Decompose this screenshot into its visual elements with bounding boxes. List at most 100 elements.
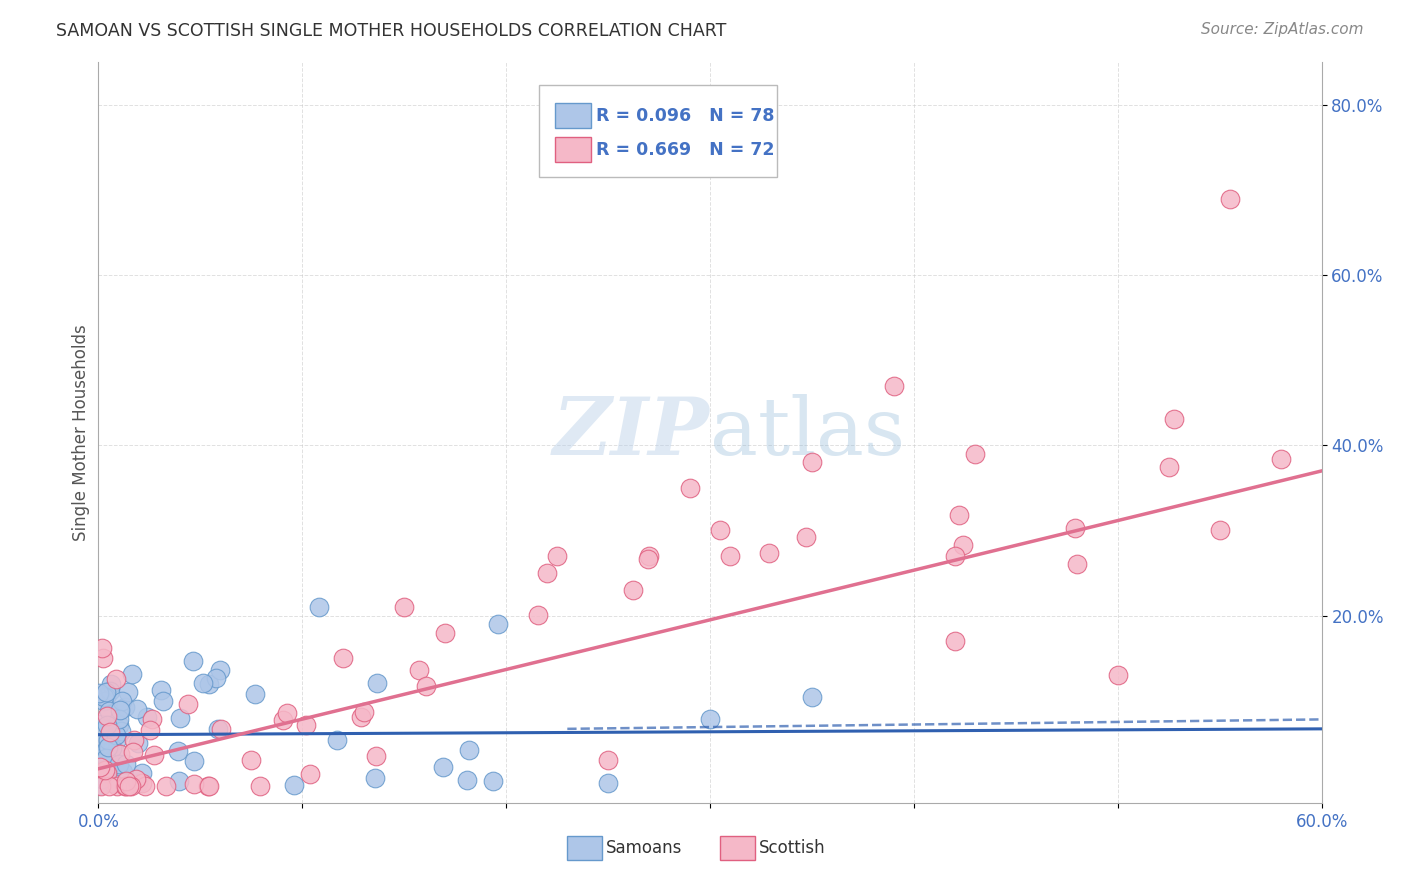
Point [364,749,387,764]
Point [198,779,221,793]
Point [114,700,136,714]
Point [98,740,121,755]
Point [143,747,166,762]
Point [308,600,330,615]
Point [177,698,200,712]
Point [105,747,128,761]
Point [94,684,117,698]
Point [91,751,114,765]
Point [98,759,121,773]
Point [96,709,118,723]
Point [90,779,112,793]
Point [965,447,987,461]
Point [96,718,118,732]
Point [125,702,148,716]
Point [100,725,122,739]
Point [598,776,620,790]
Point [115,773,138,788]
Point [127,776,149,790]
Point [349,709,371,723]
Point [115,757,138,772]
Point [97,739,120,754]
Point [353,705,375,719]
Point [546,549,568,563]
Text: R = 0.669   N = 72: R = 0.669 N = 72 [596,141,775,159]
Point [794,530,817,544]
Point [198,677,221,691]
Point [1219,192,1241,206]
Point [97,779,120,793]
Point [90,760,112,774]
Point [93,694,115,708]
Point [718,549,742,563]
Point [699,712,721,726]
Point [125,772,148,786]
Point [136,710,159,724]
FancyBboxPatch shape [538,85,778,178]
Point [105,779,128,793]
Text: atlas: atlas [710,393,905,472]
Point [117,685,139,699]
Point [111,694,134,708]
Point [96,690,118,705]
Point [93,755,115,769]
Point [883,379,905,393]
Point [105,731,128,746]
Point [89,778,111,792]
FancyBboxPatch shape [720,836,755,860]
Text: R = 0.096   N = 78: R = 0.096 N = 78 [596,107,775,125]
Point [108,712,131,726]
Text: Scottish: Scottish [759,839,825,857]
Point [169,711,191,725]
Point [183,654,205,668]
Point [271,714,294,728]
Point [115,779,138,793]
Point [91,651,114,665]
Point [121,666,143,681]
Point [432,760,454,774]
Text: Source: ZipAtlas.com: Source: ZipAtlas.com [1201,22,1364,37]
Point [139,723,162,737]
Point [89,716,111,731]
Point [709,524,731,538]
Point [94,757,117,772]
Point [112,765,135,780]
Point [1163,412,1185,426]
Point [110,703,132,717]
Point [758,545,780,559]
Point [193,675,215,690]
Text: Samoans: Samoans [606,839,682,857]
Point [637,549,661,563]
Point [299,767,322,781]
Point [108,718,131,732]
Point [94,742,117,756]
Point [364,771,387,785]
Point [249,779,271,793]
Point [141,712,163,726]
FancyBboxPatch shape [567,836,602,860]
Point [456,773,478,788]
Point [98,724,121,739]
Point [1063,521,1085,535]
Point [96,766,118,780]
Point [134,779,156,793]
Point [149,682,172,697]
Point [98,754,121,768]
Point [97,704,120,718]
Point [392,600,416,615]
Point [131,766,153,780]
Point [131,776,153,790]
Point [536,566,558,580]
Point [110,747,132,761]
Point [100,677,122,691]
FancyBboxPatch shape [555,137,592,162]
Point [458,743,481,757]
Point [108,757,131,772]
Point [167,774,190,789]
Point [1209,523,1232,537]
Point [243,687,266,701]
Point [183,754,205,768]
Point [943,549,966,563]
Point [276,706,298,721]
Point [87,686,110,700]
